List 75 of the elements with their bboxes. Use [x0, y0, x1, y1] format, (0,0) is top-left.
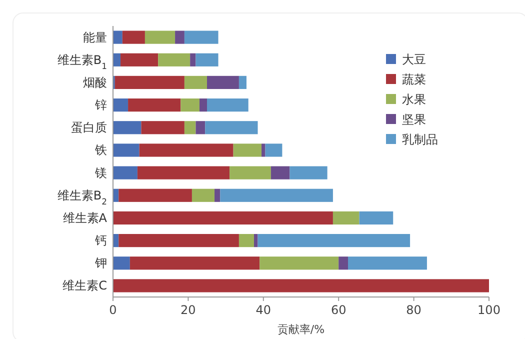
- y-tick-label: 能量: [83, 30, 107, 44]
- bar: [113, 121, 142, 134]
- y-tick-label: 维生素A: [62, 210, 108, 225]
- bar: [207, 98, 248, 112]
- x-tick-label: 40: [256, 303, 272, 317]
- legend-label: 水果: [402, 92, 426, 106]
- bar: [348, 256, 427, 270]
- bar: [175, 30, 184, 44]
- bar: [254, 234, 258, 248]
- x-tick-label: 0: [109, 303, 117, 317]
- bar: [214, 188, 220, 202]
- x-tick-label: 80: [406, 303, 422, 317]
- bar: [141, 121, 184, 134]
- bar: [128, 98, 181, 112]
- bar: [113, 166, 138, 180]
- bar: [270, 166, 290, 180]
- bar: [290, 166, 328, 180]
- bar: [158, 53, 190, 66]
- y-tick-label: 铁: [94, 143, 107, 158]
- bar: [230, 166, 271, 180]
- x-tick-label: 20: [180, 303, 196, 317]
- y-tick-label: 烟酸: [83, 75, 107, 90]
- y-tick-label: 锌: [94, 98, 107, 112]
- x-axis-title: 贡献率/%: [277, 323, 325, 336]
- bar: [137, 166, 230, 180]
- bar: [184, 121, 196, 134]
- bar: [199, 98, 207, 112]
- bar: [113, 256, 130, 270]
- bar: [207, 76, 239, 90]
- legend-label: 坚果: [402, 112, 426, 126]
- bar: [113, 30, 122, 44]
- legend-label: 大豆: [402, 52, 426, 66]
- y-tick-label: 钙: [94, 234, 107, 248]
- bar: [130, 256, 260, 270]
- bar: [122, 30, 145, 44]
- bar: [118, 188, 192, 202]
- bar: [113, 98, 128, 112]
- bar: [113, 211, 333, 225]
- bar: [332, 211, 360, 225]
- bar: [113, 279, 489, 292]
- bar: [114, 76, 184, 90]
- y-tick-label: 维生素C: [62, 278, 107, 293]
- bar: [196, 121, 206, 134]
- bar: [359, 211, 394, 225]
- bar: [180, 98, 200, 112]
- bar: [196, 53, 218, 66]
- legend-label: 乳制品: [402, 132, 438, 146]
- y-tick-label: 镁: [94, 166, 107, 180]
- bar: [120, 53, 158, 66]
- bar: [144, 30, 176, 44]
- bar: [265, 144, 282, 157]
- bar: [184, 30, 218, 44]
- bar: [258, 234, 410, 248]
- bar: [184, 76, 207, 90]
- y-tick-label: 维生素B$_{2}$: [57, 188, 107, 206]
- bar: [260, 256, 339, 270]
- bar: [220, 188, 333, 202]
- bar: [113, 53, 121, 66]
- y-tick-label: 钾: [94, 256, 107, 270]
- y-tick-label: 蛋白质: [71, 120, 107, 135]
- x-tick-label: 60: [330, 303, 346, 317]
- y-tick-label: 维生素B$_{1}$: [57, 52, 107, 71]
- bar: [118, 234, 239, 248]
- bar: [190, 53, 196, 66]
- bar: [205, 121, 258, 134]
- bar: [139, 144, 234, 157]
- bar: [338, 256, 348, 270]
- x-tick-label: 100: [478, 303, 500, 317]
- bar: [113, 144, 140, 157]
- bar: [192, 188, 215, 202]
- bar: [238, 234, 254, 248]
- legend-label: 蔬菜: [402, 72, 426, 86]
- bar: [238, 76, 246, 90]
- bar: [233, 144, 262, 157]
- bar: [262, 144, 266, 157]
